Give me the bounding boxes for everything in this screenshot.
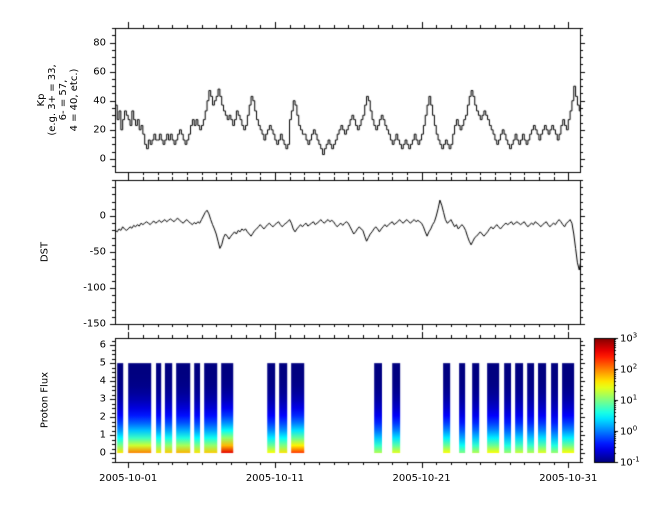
kp-y-axis-label-line: Kp [36,93,47,107]
y-tick-label: 60 [93,66,106,78]
x-tick-label: 2005-10-21 [392,473,451,484]
y-tick-label: -50 [89,246,106,258]
y-tick-label: 0 [99,447,106,459]
kp-y-axis-label: Kp (e.g. 3+ = 33, 6- = 57, 4 = 40, etc.) [36,64,80,135]
colorbar-tick-label: 101 [620,393,638,407]
y-tick-label: 0 [99,210,106,222]
y-tick-label: 5 [99,357,106,369]
y-tick-label: 40 [93,95,106,107]
y-tick-label: 4 [99,375,106,387]
dst-y-axis-label: DST [39,241,51,263]
y-tick-label: 1 [99,429,106,441]
y-tick-label: 80 [93,37,106,49]
kp-y-axis-label-line: 4 = 40, etc.) [69,68,80,132]
colorbar-tick-label: 102 [620,362,638,376]
y-tick-label: 2 [99,411,106,423]
x-tick-label: 2005-10-01 [99,473,158,484]
y-tick-label: 0 [99,153,106,165]
y-tick-label: -150 [83,318,106,330]
proton-flux-y-axis-label: Proton Flux [39,371,51,429]
colorbar-tick-label: 10-1 [620,455,640,469]
y-tick-label: 6 [99,339,106,351]
x-tick-label: 2005-10-31 [539,473,598,484]
colorbar-tick-label: 103 [620,331,638,345]
y-tick-label: 3 [99,393,106,405]
colorbar-tick-label: 100 [620,424,638,438]
x-tick-label: 2005-10-11 [245,473,304,484]
y-tick-label: 20 [93,124,106,136]
kp-y-axis-label-line: 6- = 57, [58,79,69,121]
kp-y-axis-label-line: (e.g. 3+ = 33, [47,64,58,136]
y-tick-label: -100 [83,282,106,294]
